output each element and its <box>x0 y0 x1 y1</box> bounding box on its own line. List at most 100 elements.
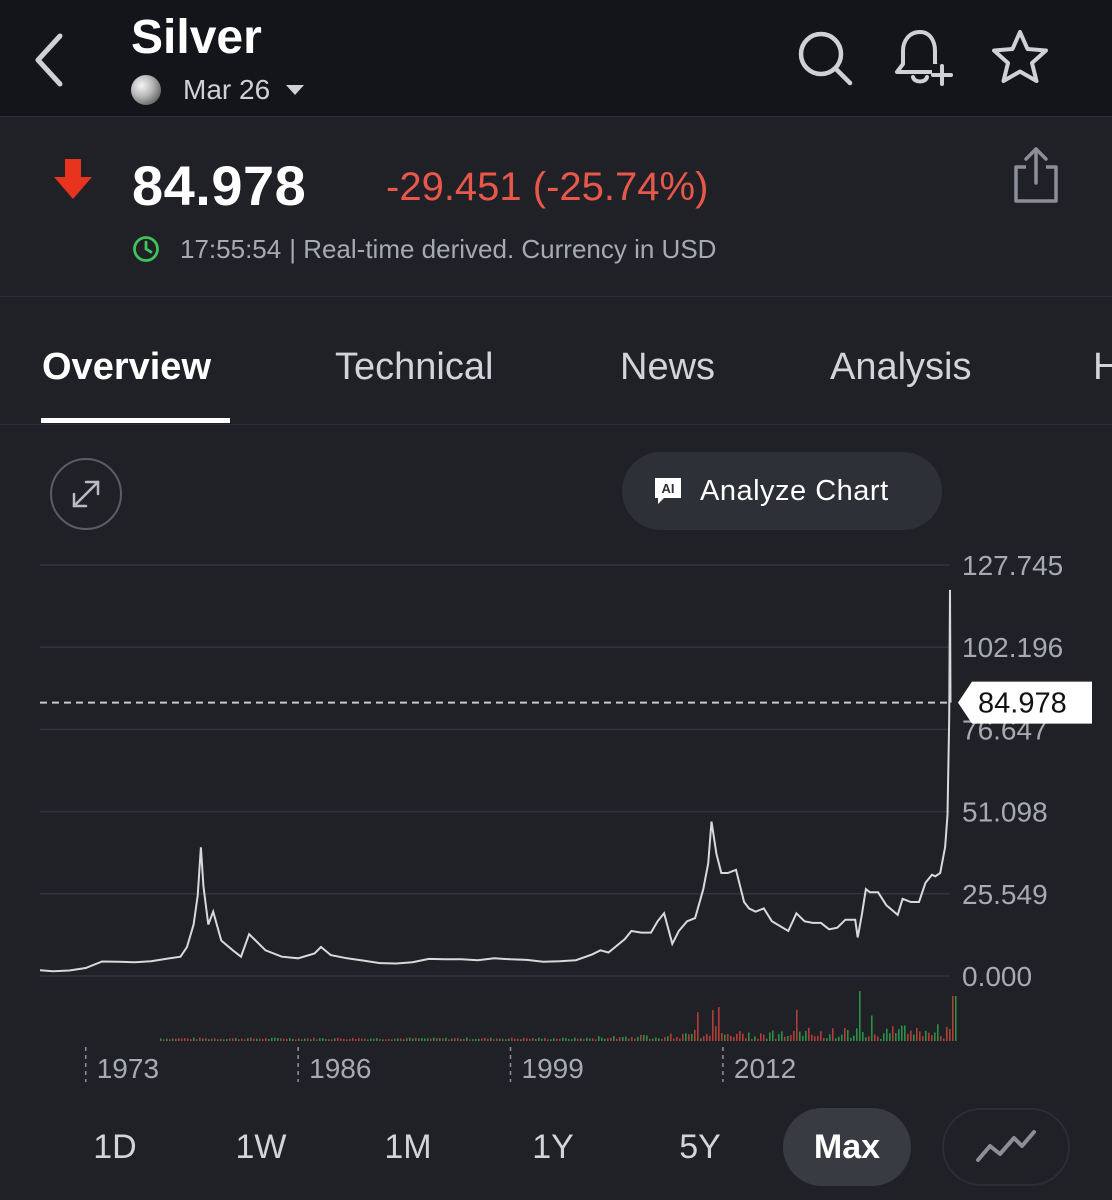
volume-bar <box>922 1036 924 1041</box>
volume-bar <box>217 1039 219 1041</box>
range-5y[interactable]: 5Y <box>679 1128 721 1166</box>
svg-text:AI: AI <box>662 481 675 496</box>
chevron-left-icon <box>35 33 63 87</box>
tab-analysis[interactable]: Analysis <box>830 346 972 388</box>
line-chart-icon <box>976 1130 1036 1162</box>
range-1d[interactable]: 1D <box>93 1128 137 1166</box>
volume-bar <box>874 1034 876 1041</box>
volume-bar <box>865 1037 867 1041</box>
tab-partial[interactable]: H <box>1093 346 1112 389</box>
volume-bar <box>568 1038 570 1041</box>
volume-bar <box>487 1038 489 1041</box>
volume-bar <box>694 1029 696 1041</box>
contract-label: Mar 26 <box>183 74 271 105</box>
volume-bar <box>889 1033 891 1041</box>
contract-selector[interactable]: Mar 26 <box>131 72 305 108</box>
volume-bar <box>202 1038 204 1041</box>
range-1y[interactable]: 1Y <box>532 1128 574 1166</box>
volume-bar <box>418 1038 420 1041</box>
volume-bar <box>346 1039 348 1041</box>
volume-bar <box>379 1038 381 1041</box>
search-button[interactable] <box>795 28 855 88</box>
volume-bar <box>370 1038 372 1041</box>
quote-note: | Real-time derived. Currency in USD <box>289 233 717 264</box>
expand-chart-button[interactable] <box>50 458 122 530</box>
volume-bar <box>625 1036 627 1041</box>
volume-bar <box>295 1039 297 1041</box>
volume-bar <box>214 1038 216 1041</box>
volume-bar <box>463 1038 465 1041</box>
volume-bar <box>868 1036 870 1041</box>
volume-bar <box>514 1038 516 1041</box>
volume-bar <box>220 1038 222 1041</box>
volume-bar <box>172 1038 174 1041</box>
volume-bar <box>859 991 861 1041</box>
volume-bar <box>676 1037 678 1041</box>
volume-bar <box>274 1037 276 1041</box>
volume-bar <box>616 1038 618 1041</box>
volume-bar <box>382 1039 384 1041</box>
volume-bar <box>673 1038 675 1041</box>
analyze-chart-button[interactable]: AI Analyze Chart <box>622 452 942 530</box>
volume-bar <box>178 1038 180 1041</box>
bell-plus-icon <box>895 30 953 86</box>
share-button[interactable] <box>1008 145 1064 205</box>
volume-bar <box>247 1038 249 1041</box>
volume-bar <box>691 1033 693 1041</box>
volume-bar <box>871 1015 873 1041</box>
back-button[interactable] <box>28 30 76 90</box>
y-tick-label: 102.196 <box>962 632 1063 663</box>
tab-overview[interactable]: Overview <box>42 346 211 388</box>
y-tick-label: 0.000 <box>962 961 1032 992</box>
volume-bar <box>493 1039 495 1041</box>
range-1m[interactable]: 1M <box>384 1128 432 1166</box>
volume-bar <box>940 1036 942 1041</box>
volume-bar <box>601 1037 603 1041</box>
volume-bar <box>658 1038 660 1041</box>
volume-bar <box>526 1038 528 1041</box>
volume-bar <box>412 1038 414 1041</box>
chart-type-button[interactable] <box>942 1108 1070 1186</box>
volume-bar <box>685 1033 687 1041</box>
volume-bar <box>364 1038 366 1041</box>
volume-bar <box>850 1037 852 1041</box>
volume-bar <box>559 1038 561 1041</box>
volume-bar <box>955 996 957 1041</box>
volume-bar <box>904 1025 906 1041</box>
volume-bar <box>928 1032 930 1041</box>
volume-bar <box>829 1034 831 1041</box>
add-alert-button[interactable] <box>890 28 953 88</box>
volume-bar <box>796 1009 798 1041</box>
range-max[interactable]: Max <box>783 1108 911 1186</box>
volume-bar <box>238 1039 240 1041</box>
volume-bar <box>730 1035 732 1041</box>
tab-technical[interactable]: Technical <box>335 346 494 388</box>
volume-bar <box>280 1038 282 1041</box>
range-1w[interactable]: 1W <box>235 1128 287 1166</box>
watchlist-button[interactable] <box>990 28 1050 88</box>
volume-bar <box>199 1037 201 1041</box>
volume-bar <box>802 1035 804 1041</box>
volume-bar <box>310 1039 312 1041</box>
volume-bar <box>304 1038 306 1041</box>
volume-bar <box>943 1038 945 1041</box>
volume-bar <box>703 1036 705 1041</box>
volume-bar <box>769 1032 771 1041</box>
x-tick-label: 1973 <box>97 1053 159 1084</box>
volume-bar <box>160 1038 162 1041</box>
volume-bar <box>505 1039 507 1041</box>
volume-bar <box>835 1038 837 1041</box>
instrument-title: Silver <box>131 11 262 64</box>
tab-news[interactable]: News <box>620 346 716 388</box>
volume-bar <box>832 1028 834 1041</box>
volume-bar <box>643 1035 645 1041</box>
x-tick-label: 1986 <box>309 1053 371 1084</box>
volume-bar <box>937 1024 939 1041</box>
volume-bar <box>328 1039 330 1041</box>
volume-bar <box>697 1012 699 1041</box>
quote-panel: 84.978 -29.451 (-25.74%) 17:55:54 | Real… <box>0 117 1112 297</box>
volume-bar <box>271 1037 273 1041</box>
last-price-tag: 84.978 <box>958 681 1092 724</box>
volume-bar <box>745 1038 747 1041</box>
